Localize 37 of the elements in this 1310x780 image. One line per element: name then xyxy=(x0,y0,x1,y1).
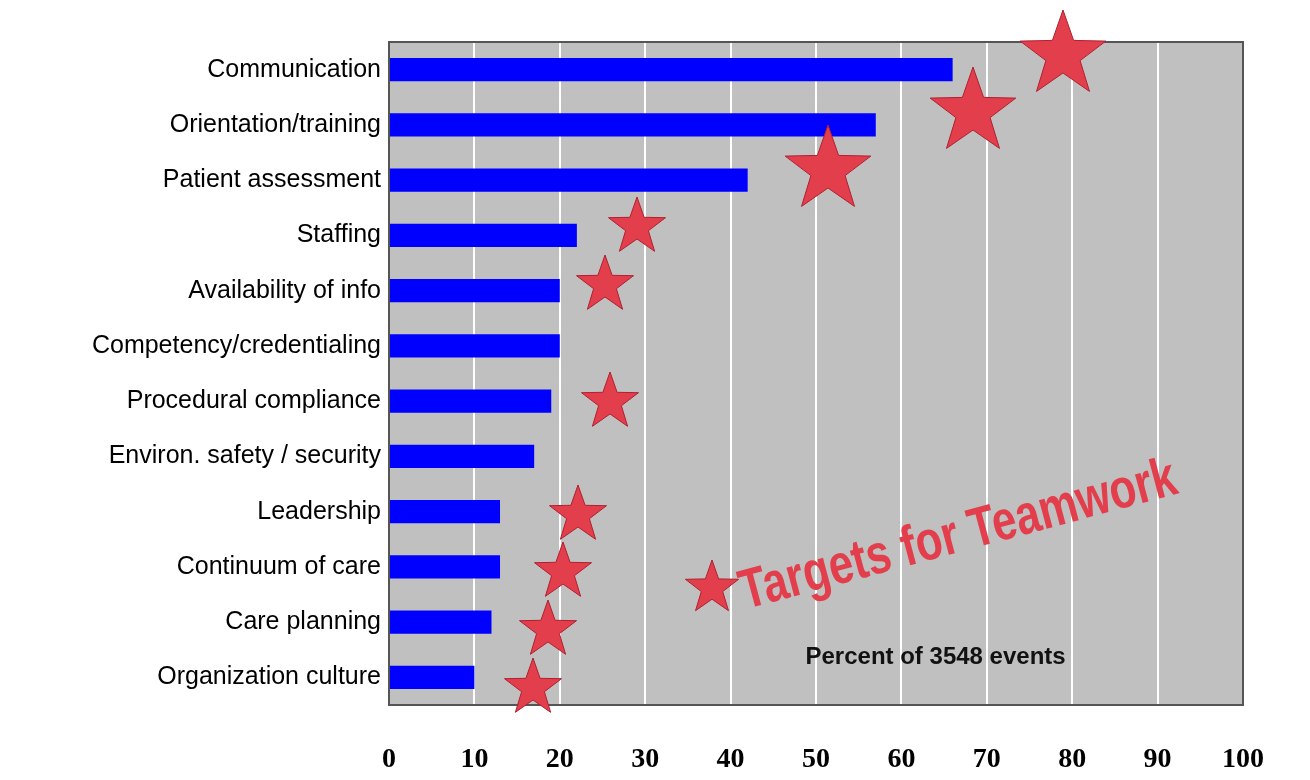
x-tick-label: 70 xyxy=(972,742,1001,774)
bar xyxy=(390,555,501,579)
bar xyxy=(390,444,535,468)
x-tick-label: 20 xyxy=(545,742,574,774)
bar xyxy=(390,665,475,689)
y-tick-label: Care planning xyxy=(225,606,381,635)
bar xyxy=(390,389,552,413)
x-tick-label: 60 xyxy=(887,742,916,774)
x-tick-label: 90 xyxy=(1143,742,1172,774)
y-tick-label: Availability of info xyxy=(188,274,381,303)
y-tick-label: Competency/credentialing xyxy=(91,329,381,358)
x-tick-label: 30 xyxy=(631,742,660,774)
x-tick-label: 50 xyxy=(802,742,830,774)
bar xyxy=(390,610,492,634)
y-tick-label: Staffing xyxy=(296,219,381,248)
y-tick-label: Environ. safety / security xyxy=(108,440,382,469)
annotation: Targets for Teamwork xyxy=(731,443,1183,621)
y-tick-label: Leadership xyxy=(257,495,381,524)
bar xyxy=(390,223,577,247)
x-tick-label: 40 xyxy=(716,742,745,774)
x-tick-label: 10 xyxy=(460,742,489,774)
x-tick-label: 0 xyxy=(382,742,396,774)
x-tick-label: 100 xyxy=(1222,742,1264,774)
y-tick-label: Continuum of care xyxy=(176,550,381,579)
bar xyxy=(390,58,953,82)
bar xyxy=(390,279,560,303)
y-tick-label: Procedural compliance xyxy=(126,385,381,414)
y-tick-label: Patient assessment xyxy=(162,164,382,193)
bar xyxy=(390,113,876,137)
bar xyxy=(390,334,560,358)
bar xyxy=(390,168,748,192)
y-tick-label: Organization culture xyxy=(157,661,381,690)
y-tick-label: Communication xyxy=(207,53,381,82)
bar xyxy=(390,500,501,524)
y-tick-label: Orientation/training xyxy=(169,108,381,137)
x-tick-label: 80 xyxy=(1058,742,1087,774)
x-axis-title: Percent of 3548 events xyxy=(805,641,1066,669)
